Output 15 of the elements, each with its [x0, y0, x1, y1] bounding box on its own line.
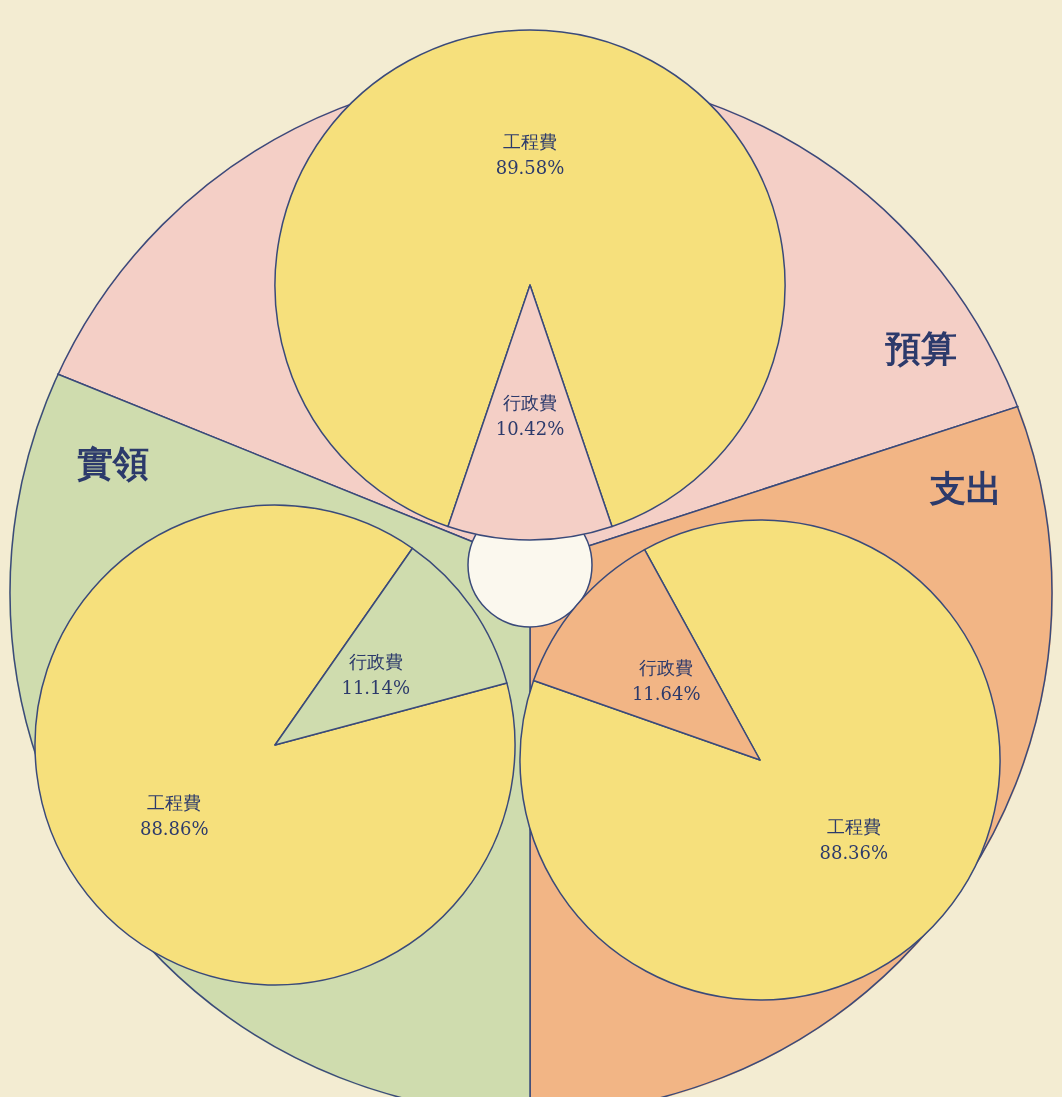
data-label: 88.86%: [139, 818, 209, 840]
slice-label: 工程費: [826, 816, 881, 838]
text: 預算: [885, 327, 957, 369]
slice-label: 行政費: [348, 650, 403, 672]
data-label: 10.42%: [495, 418, 565, 439]
slice-label: 行政費: [639, 656, 694, 678]
chart-title: 支出: [929, 467, 1002, 509]
data-label: 88.36%: [819, 842, 889, 864]
chart-title: 實領: [77, 442, 149, 484]
slice-label: 行政費: [503, 392, 557, 413]
data-label: 11.14%: [341, 676, 411, 698]
data-label: 89.58%: [495, 157, 565, 178]
slice-label: 工程費: [503, 131, 557, 152]
data-label: 11.64%: [631, 682, 701, 704]
slice-label: 工程費: [147, 792, 202, 814]
